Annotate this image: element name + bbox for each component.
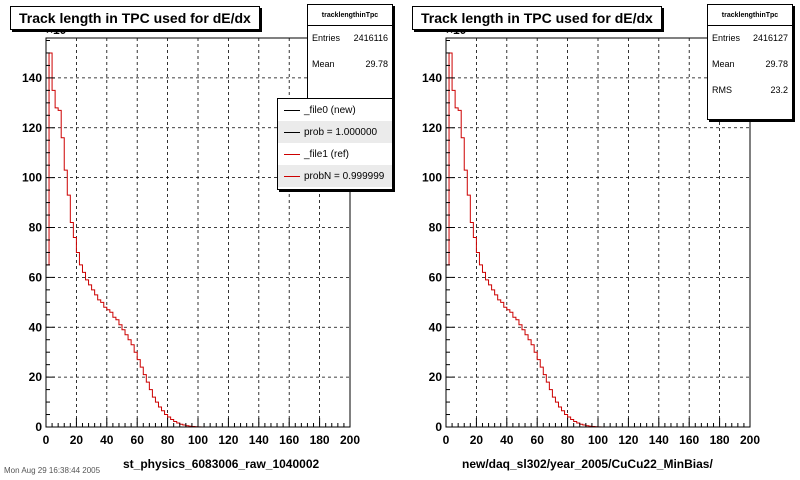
legend-label: prob = 1.000000	[304, 126, 378, 138]
left-stats-entries-value: 2416116	[353, 33, 388, 43]
right-stats-rms-value: 23.2	[770, 85, 788, 95]
left-stats-mean-value: 29.78	[365, 59, 388, 69]
x-tick-label: 20	[70, 433, 84, 447]
legend-line-red	[284, 153, 300, 155]
right-stats-row-mean: Mean 29.78	[708, 52, 792, 78]
x-tick-label: 140	[649, 433, 669, 447]
legend-item-file1: _file1 (ref)	[278, 143, 392, 165]
right-stats-row-rms: RMS 23.2	[708, 78, 792, 104]
y-tick-label: 60	[429, 270, 443, 284]
y-tick-label: 120	[22, 121, 42, 135]
left-stats-mean-label: Mean	[312, 59, 335, 69]
y-tick-label: 140	[422, 71, 442, 85]
right-stats-row-entries: Entries 2416127	[708, 26, 792, 52]
x-tick-label: 140	[249, 433, 269, 447]
legend-label: probN = 0.999999	[304, 170, 385, 182]
legend-line-red	[284, 175, 300, 177]
y-tick-label: 0	[435, 420, 442, 434]
right-stats-box: tracklengthinTpc Entries 2416127 Mean 29…	[707, 4, 793, 120]
left-legend: _file0 (new) prob = 1.000000 _file1 (ref…	[277, 98, 393, 190]
x-tick-label: 0	[443, 433, 450, 447]
x-tick-label: 60	[131, 433, 145, 447]
x-tick-label: 200	[340, 433, 360, 447]
x-tick-label: 60	[531, 433, 545, 447]
legend-item-file0: _file0 (new)	[278, 99, 392, 121]
right-stats-mean-label: Mean	[712, 59, 735, 69]
x-tick-label: 80	[161, 433, 175, 447]
x-tick-label: 40	[100, 433, 114, 447]
x-tick-label: 160	[279, 433, 299, 447]
y-tick-label: 100	[422, 171, 442, 185]
y-tick-label: 20	[29, 370, 43, 384]
x-tick-label: 100	[188, 433, 208, 447]
x-tick-label: 20	[470, 433, 484, 447]
x-tick-label: 120	[218, 433, 238, 447]
legend-line-black	[284, 131, 300, 133]
left-chart-title: Track length in TPC used for dE/dx	[10, 6, 260, 30]
left-stats-row-entries: Entries 2416116	[308, 26, 392, 52]
y-tick-label: 40	[29, 320, 43, 334]
x-tick-label: 100	[588, 433, 608, 447]
y-tick-label: 120	[422, 121, 442, 135]
x-tick-label: 200	[740, 433, 760, 447]
right-chart-title: Track length in TPC used for dE/dx	[412, 6, 662, 30]
y-tick-label: 80	[29, 221, 43, 235]
left-x-axis-title: st_physics_6083006_raw_1040002	[123, 457, 320, 471]
timestamp-footer: Mon Aug 29 16:38:44 2005	[4, 466, 101, 475]
legend-label: _file0 (new)	[304, 104, 356, 116]
legend-label: _file1 (ref)	[304, 148, 350, 160]
legend-item-prob: prob = 1.000000	[278, 121, 392, 143]
left-stats-row-mean: Mean 29.78	[308, 52, 392, 78]
y-tick-label: 60	[29, 270, 43, 284]
y-tick-label: 0	[35, 420, 42, 434]
left-stats-entries-label: Entries	[312, 33, 341, 43]
right-stats-rms-label: RMS	[712, 85, 732, 95]
legend-line-black	[284, 109, 300, 111]
left-pad: 0 20 40 60 80 100 120 140 160 180 200 0 20 40 60 80 100 1…	[0, 0, 395, 471]
y-tick-label: 40	[429, 320, 443, 334]
right-x-axis-title: new/daq_sl302/year_2005/CuCu22_MinBias/	[462, 457, 713, 471]
right-stats-entries-value: 2416127	[752, 33, 788, 43]
x-tick-label: 180	[710, 433, 730, 447]
right-stats-entries-label: Entries	[712, 33, 741, 43]
x-tick-label: 0	[43, 433, 50, 447]
x-tick-label: 40	[500, 433, 514, 447]
x-tick-label: 120	[618, 433, 638, 447]
x-tick-label: 80	[561, 433, 575, 447]
x-tick-label: 180	[310, 433, 330, 447]
right-histogram-chart: 0 20 40 60 80 100 120 140 160 180 200 0 20 40 60 80 100 1…	[422, 20, 760, 447]
y-tick-label: 100	[22, 171, 42, 185]
left-stats-name: tracklengthinTpc	[308, 5, 392, 26]
right-pad: 0 20 40 60 80 100 120 140 160 180 200 0 20 40 60 80 100 1…	[400, 0, 795, 471]
x-tick-label: 160	[679, 433, 699, 447]
right-stats-mean-value: 29.78	[765, 59, 788, 69]
legend-item-probn: probN = 0.999999	[278, 165, 392, 187]
y-tick-label: 20	[429, 370, 443, 384]
y-tick-label: 80	[429, 221, 443, 235]
left-stats-box: tracklengthinTpc Entries 2416116 Mean 29…	[307, 4, 393, 102]
y-tick-label: 140	[22, 71, 42, 85]
right-stats-name: tracklengthinTpc	[708, 5, 792, 26]
